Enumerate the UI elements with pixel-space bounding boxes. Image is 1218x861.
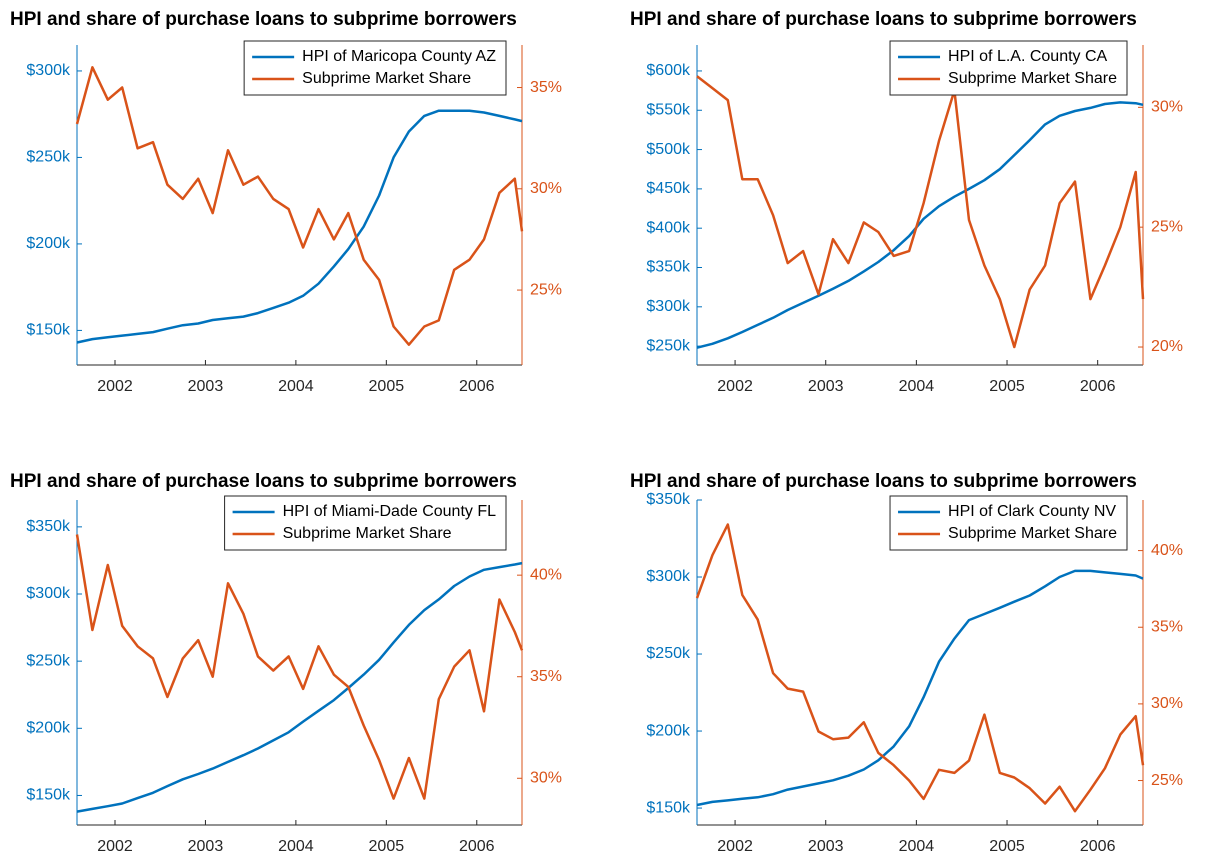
chart-title: HPI and share of purchase loans to subpr… xyxy=(10,9,517,30)
series-line xyxy=(75,534,524,800)
x-tick-label: 2006 xyxy=(1080,838,1116,855)
legend: HPI of L.A. County CA Subprime Market Sha… xyxy=(889,40,1128,96)
y-tick-label: $500k xyxy=(646,141,691,158)
x-tick-label: 2003 xyxy=(188,838,224,855)
y2-tick-label: 40% xyxy=(530,566,562,583)
y2-tick-label: 35% xyxy=(530,668,562,685)
series-line xyxy=(76,561,523,813)
y2-tick-label: 40% xyxy=(1151,542,1183,559)
series-line xyxy=(696,569,1144,807)
x-tick-label: 2004 xyxy=(899,378,935,395)
y-tick-label: $300k xyxy=(646,568,691,585)
x-tick-label: 2006 xyxy=(1080,378,1116,395)
y2-tick-label: 30% xyxy=(530,180,562,197)
x-tick-label: 2004 xyxy=(899,838,935,855)
legend: HPI of Clark County NV Subprime Market Sh… xyxy=(889,495,1128,551)
chart-title: HPI and share of purchase loans to subpr… xyxy=(630,471,1137,492)
y2-tick-label: 30% xyxy=(530,770,562,787)
chart-title: HPI and share of purchase loans to subpr… xyxy=(630,9,1137,30)
legend-label: Subprime Market Share xyxy=(302,70,471,87)
y2-tick-label: 30% xyxy=(1151,99,1183,116)
y-tick-label: $300k xyxy=(26,62,71,79)
x-tick-label: 2003 xyxy=(808,378,844,395)
legend: HPI of Miami-Dade County FL Subprime Mark… xyxy=(224,495,507,551)
series-line xyxy=(76,109,523,344)
y-tick-label: $450k xyxy=(646,180,691,197)
y-tick-label: $300k xyxy=(26,585,71,602)
legend-label: HPI of L.A. County CA xyxy=(948,48,1108,65)
series-line xyxy=(696,75,1145,349)
legend-box xyxy=(243,40,507,96)
y-tick-label: $150k xyxy=(26,322,71,339)
x-tick-label: 2002 xyxy=(717,378,753,395)
y-tick-label: $250k xyxy=(646,337,691,354)
legend-label: HPI of Clark County NV xyxy=(948,503,1116,520)
x-tick-label: 2006 xyxy=(459,838,495,855)
y-tick-label: $550k xyxy=(646,101,691,118)
x-tick-label: 2002 xyxy=(717,838,753,855)
legend-label: Subprime Market Share xyxy=(948,70,1117,87)
legend-box xyxy=(889,495,1128,551)
y-tick-label: $200k xyxy=(26,720,71,737)
y-tick-label: $350k xyxy=(646,259,691,276)
y-tick-label: $300k xyxy=(646,298,691,315)
x-tick-label: 2004 xyxy=(278,838,314,855)
y2-tick-label: 25% xyxy=(1151,772,1183,789)
series-line xyxy=(75,66,524,346)
y-tick-label: $200k xyxy=(26,235,71,252)
y-tick-label: $200k xyxy=(646,722,691,739)
y2-tick-label: 30% xyxy=(1151,695,1183,712)
x-tick-label: 2002 xyxy=(97,838,133,855)
y-tick-label: $350k xyxy=(646,491,691,508)
x-tick-label: 2005 xyxy=(989,838,1025,855)
y-tick-label: $250k xyxy=(646,645,691,662)
y2-tick-label: 25% xyxy=(530,281,562,298)
y-tick-label: $250k xyxy=(26,652,71,669)
series-line xyxy=(695,523,1145,813)
series-line xyxy=(696,101,1144,349)
legend-label: Subprime Market Share xyxy=(948,525,1117,542)
x-tick-label: 2006 xyxy=(459,378,495,395)
x-tick-label: 2002 xyxy=(97,378,133,395)
x-tick-label: 2005 xyxy=(369,838,405,855)
y-tick-label: $350k xyxy=(26,518,71,535)
legend: HPI of Maricopa County AZ Subprime Market… xyxy=(243,40,507,96)
y-tick-label: $150k xyxy=(26,787,71,804)
legend-label: HPI of Miami-Dade County FL xyxy=(283,503,497,520)
x-tick-label: 2005 xyxy=(989,378,1025,395)
x-tick-label: 2005 xyxy=(369,378,405,395)
x-tick-label: 2003 xyxy=(188,378,224,395)
y-tick-label: $250k xyxy=(26,149,71,166)
chart-title: HPI and share of purchase loans to subpr… xyxy=(10,471,517,492)
y-tick-label: $600k xyxy=(646,62,691,79)
y-tick-label: $150k xyxy=(646,799,691,816)
x-tick-label: 2004 xyxy=(278,378,314,395)
y-tick-label: $400k xyxy=(646,219,691,236)
y2-tick-label: 25% xyxy=(1151,218,1183,235)
legend-box xyxy=(889,40,1128,96)
legend-label: Subprime Market Share xyxy=(283,525,452,542)
legend-box xyxy=(224,495,507,551)
y2-tick-label: 35% xyxy=(1151,618,1183,635)
legend-label: HPI of Maricopa County AZ xyxy=(302,48,496,65)
x-tick-label: 2003 xyxy=(808,838,844,855)
y2-tick-label: 35% xyxy=(530,79,562,96)
y2-tick-label: 20% xyxy=(1151,338,1183,355)
